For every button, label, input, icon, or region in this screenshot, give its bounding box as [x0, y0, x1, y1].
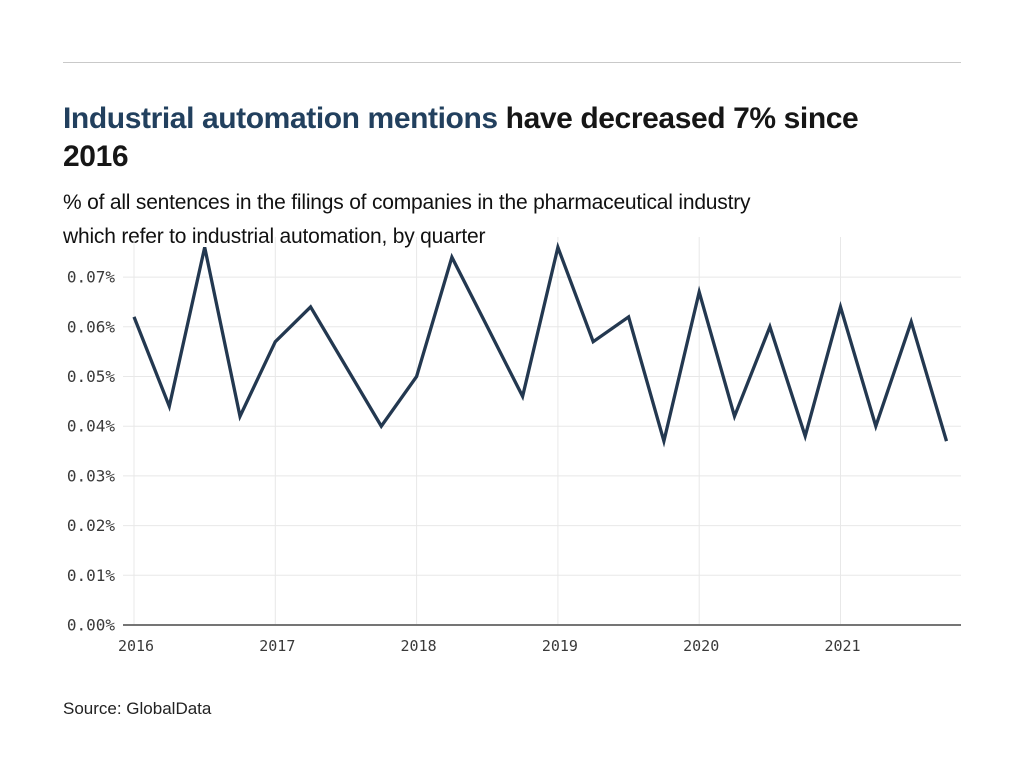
- title-line2: 2016: [63, 140, 129, 174]
- x-tick-label: 2018: [401, 637, 437, 655]
- y-tick-label: 0.01%: [67, 566, 116, 585]
- x-tick-label: 2019: [542, 637, 578, 655]
- title-highlight: Industrial automation mentions: [63, 102, 498, 136]
- x-tick-label: 2016: [118, 637, 154, 655]
- y-tick-label: 0.02%: [67, 516, 116, 535]
- x-tick-label: 2017: [259, 637, 295, 655]
- subtitle-line2: which refer to industrial automation, by…: [63, 225, 486, 248]
- y-tick-label: 0.07%: [67, 268, 116, 287]
- subtitle-line1: % of all sentences in the filings of com…: [63, 191, 751, 214]
- y-tick-label: 0.04%: [67, 417, 116, 436]
- page-title: Industrial automation mentions have decr…: [63, 100, 963, 176]
- trend-line: [132, 241, 949, 448]
- source-note: Source: GlobalData: [63, 699, 212, 718]
- chart-subtitle: % of all sentences in the filings of com…: [63, 186, 973, 254]
- x-tick-label: 2020: [683, 637, 719, 655]
- x-tick-label: 2021: [824, 637, 860, 655]
- y-tick-label: 0.03%: [67, 466, 116, 485]
- title-rest: have decreased 7% since: [497, 102, 859, 136]
- y-tick-label: 0.00%: [67, 616, 116, 635]
- top-divider: [63, 62, 961, 63]
- y-tick-label: 0.06%: [67, 317, 116, 336]
- y-tick-label: 0.05%: [67, 367, 116, 386]
